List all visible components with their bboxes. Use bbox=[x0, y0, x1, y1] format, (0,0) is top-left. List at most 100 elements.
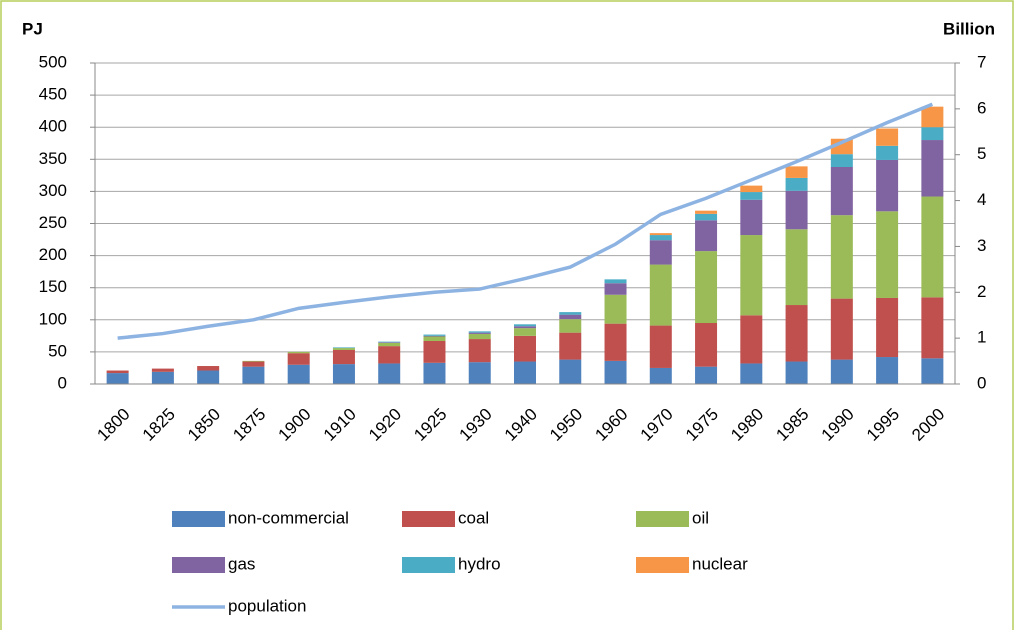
legend-label: gas bbox=[228, 554, 255, 573]
legend-swatch bbox=[172, 511, 225, 527]
bar-segment bbox=[876, 357, 899, 384]
x-tick-label: 1875 bbox=[229, 405, 269, 445]
bar-segment bbox=[921, 196, 944, 298]
bar-segment bbox=[785, 361, 808, 384]
bar-segment bbox=[604, 283, 627, 295]
bar-segment bbox=[740, 192, 763, 200]
y-tick-label: 500 bbox=[39, 52, 67, 71]
x-tick-label: 1925 bbox=[410, 405, 450, 445]
legend-label: nuclear bbox=[692, 554, 748, 573]
x-tick-label: 1975 bbox=[682, 405, 722, 445]
bar-segment bbox=[604, 294, 627, 324]
x-tick-label: 1800 bbox=[93, 405, 133, 445]
bar-segment bbox=[740, 199, 763, 236]
bar-segment bbox=[649, 367, 672, 384]
bar-segment bbox=[921, 358, 944, 384]
bar-segment bbox=[468, 362, 491, 384]
bar-segment bbox=[604, 323, 627, 361]
bar-segment bbox=[468, 333, 491, 340]
y-tick-label: 400 bbox=[39, 117, 67, 136]
bar-segment bbox=[785, 177, 808, 191]
x-tick-label: 1990 bbox=[818, 405, 858, 445]
bar-segment bbox=[332, 348, 355, 350]
legend-label: hydro bbox=[458, 554, 501, 573]
bar-segment bbox=[468, 339, 491, 363]
legend-swatch bbox=[402, 511, 455, 527]
y-tick-label: 50 bbox=[48, 341, 67, 360]
bar-segment bbox=[514, 335, 536, 362]
x-tick-label: 1940 bbox=[501, 405, 541, 445]
bar-segment bbox=[559, 359, 582, 384]
y2-tick-label: 2 bbox=[977, 282, 986, 301]
bar-segment bbox=[151, 371, 174, 384]
x-tick-label: 2000 bbox=[908, 405, 948, 445]
y2-tick-label: 0 bbox=[977, 373, 986, 392]
bar-segment bbox=[876, 128, 899, 146]
bar-segment bbox=[242, 361, 265, 367]
x-tick-label: 1910 bbox=[320, 405, 360, 445]
bar-segment bbox=[785, 166, 808, 178]
bar-segment bbox=[830, 215, 853, 299]
bar-segment bbox=[785, 229, 808, 306]
y2-tick-label: 6 bbox=[977, 98, 986, 117]
bar-segment bbox=[876, 297, 899, 358]
bar-segment bbox=[921, 140, 944, 197]
x-tick-label: 1930 bbox=[456, 405, 496, 445]
bar-segment bbox=[378, 346, 401, 364]
x-tick-label: 1825 bbox=[139, 405, 179, 445]
legend-swatch bbox=[636, 511, 689, 527]
legend-swatch bbox=[402, 557, 455, 573]
x-tick-label: 1985 bbox=[772, 405, 812, 445]
bar-segment bbox=[830, 138, 853, 155]
y-tick-label: 300 bbox=[39, 181, 67, 200]
bar-segment bbox=[287, 353, 310, 365]
bar-segment bbox=[106, 373, 129, 384]
y2-tick-label: 5 bbox=[977, 144, 986, 163]
bar-segment bbox=[921, 127, 944, 141]
bar-segment bbox=[559, 314, 582, 320]
bar-segment bbox=[695, 210, 718, 214]
bar-segment bbox=[830, 359, 853, 384]
legend-label: population bbox=[228, 596, 306, 615]
bar-segment bbox=[876, 211, 899, 298]
y-tick-label: 0 bbox=[58, 373, 67, 392]
y-tick-label: 250 bbox=[39, 213, 67, 232]
bar-segment bbox=[785, 190, 808, 230]
bar-segment bbox=[378, 363, 401, 384]
bar-segment bbox=[423, 334, 446, 336]
bar-segment bbox=[332, 347, 355, 349]
bar-segment bbox=[514, 324, 536, 327]
bar-segment bbox=[559, 332, 582, 360]
x-tick-label: 1970 bbox=[637, 405, 677, 445]
bar-segment bbox=[423, 335, 446, 337]
bar-segment bbox=[740, 315, 763, 364]
bar-segment bbox=[876, 145, 899, 160]
population-line bbox=[117, 102, 934, 340]
bar-segment bbox=[876, 159, 899, 212]
bar-segment bbox=[695, 323, 718, 367]
bar-segment bbox=[423, 362, 446, 384]
bar-segment bbox=[287, 364, 310, 384]
y2-tick-label: 3 bbox=[977, 236, 986, 255]
y2-axis-title: Billion bbox=[943, 19, 995, 38]
bar-segment bbox=[514, 328, 536, 336]
bar-segment bbox=[695, 366, 718, 384]
bar-segment bbox=[468, 331, 491, 333]
bar-segment bbox=[921, 106, 944, 128]
x-tick-label: 1920 bbox=[365, 405, 405, 445]
x-tick-label: 1995 bbox=[863, 405, 903, 445]
bar-segment bbox=[423, 340, 446, 363]
bar-segment bbox=[830, 298, 853, 360]
y-tick-label: 450 bbox=[39, 85, 67, 104]
legend-label: coal bbox=[458, 508, 489, 527]
bar-segment bbox=[378, 341, 401, 343]
bar-segment bbox=[468, 332, 491, 334]
bar-segment bbox=[740, 363, 763, 384]
legend-swatch bbox=[172, 557, 225, 573]
bar-segment bbox=[604, 279, 627, 284]
y-tick-label: 350 bbox=[39, 149, 67, 168]
bar-segment bbox=[740, 235, 763, 316]
bar-segment bbox=[106, 370, 129, 374]
bar-segment bbox=[332, 349, 355, 365]
